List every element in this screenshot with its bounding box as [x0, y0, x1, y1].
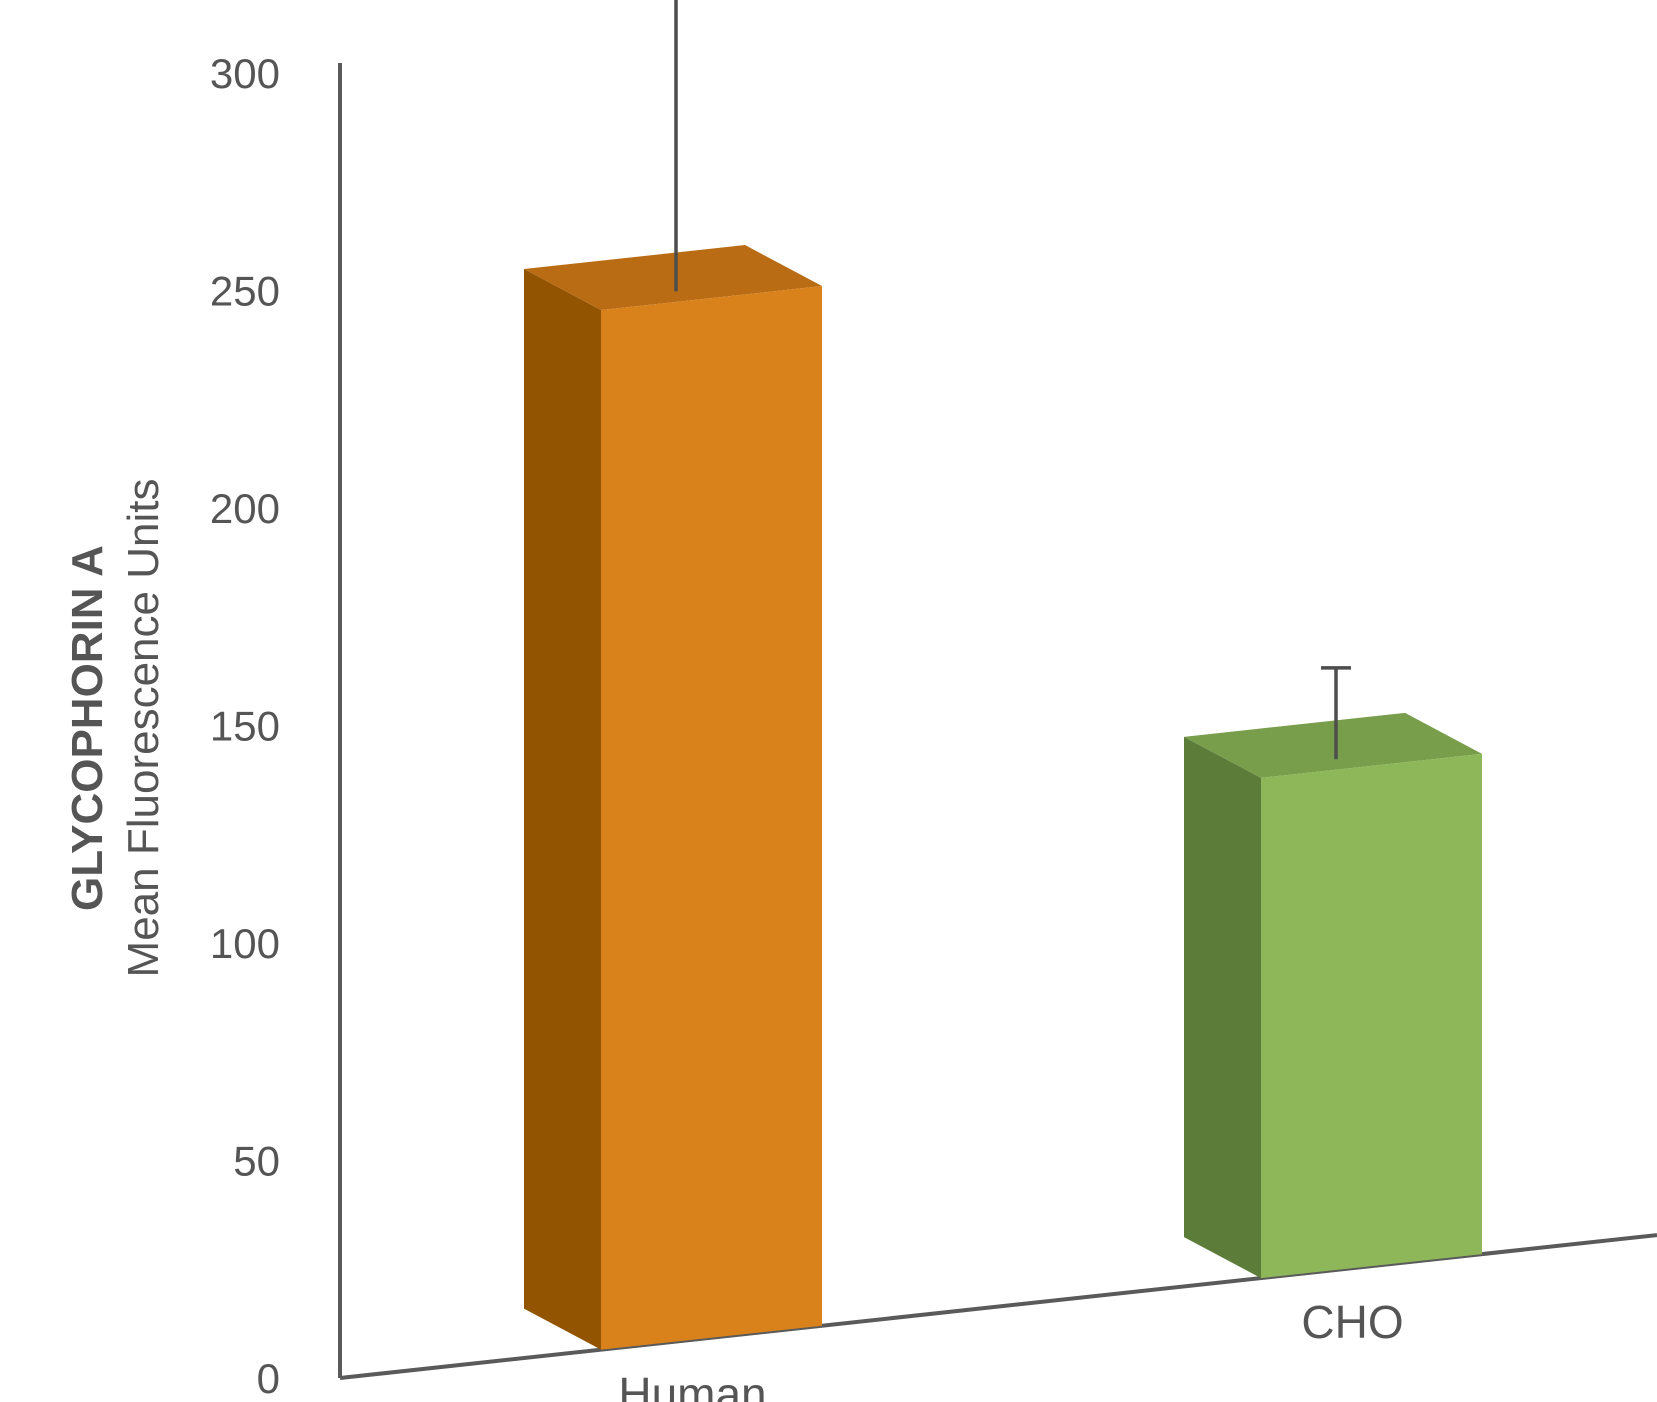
bar-side-face [1184, 736, 1261, 1279]
error-bar [1321, 666, 1351, 760]
x-category-label: Human [618, 1368, 766, 1402]
category-labels: Human CHO [618, 1296, 1403, 1402]
bar-front-face [601, 286, 822, 1350]
chart-axes [338, 63, 1657, 1380]
bar-top-face [524, 245, 822, 311]
y-tick-label: 0 [257, 1355, 280, 1402]
y-tick-label: 200 [210, 485, 280, 532]
y-tick-label: 100 [210, 920, 280, 967]
y-axis-title: GLYCOPHORIN A [63, 545, 112, 911]
y-tick-labels: 0 50 100 150 200 250 300 [210, 50, 280, 1402]
bar-cho [1184, 666, 1482, 1279]
bar-top-face [1184, 712, 1482, 778]
bar-front-face [1261, 753, 1482, 1279]
error-bar [674, 0, 678, 292]
bar-side-face [524, 269, 601, 1350]
bar-human [524, 0, 822, 1350]
bars [524, 0, 1482, 1350]
y-tick-label: 300 [210, 50, 280, 97]
y-tick-label: 50 [233, 1138, 280, 1185]
x-axis-floor-line [339, 1233, 1657, 1380]
y-tick-label: 150 [210, 703, 280, 750]
x-category-label: CHO [1301, 1296, 1403, 1348]
y-axis-subtitle: Mean Fluorescence Units [119, 479, 168, 978]
y-tick-label: 250 [210, 268, 280, 315]
